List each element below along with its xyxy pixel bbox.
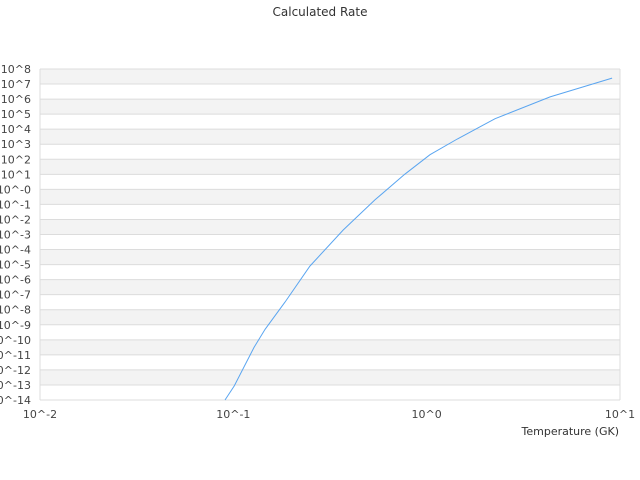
y-tick-label: 10^-4 xyxy=(0,244,31,257)
grid-band xyxy=(40,369,620,385)
grid-band xyxy=(40,99,620,115)
y-tick-label: 10^-9 xyxy=(0,319,31,332)
y-tick-label: 10^3 xyxy=(1,138,31,151)
y-tick-label: 10^-5 xyxy=(0,259,31,272)
y-tick-label: 10^-3 xyxy=(0,229,31,242)
y-tick-label: 10^-10 xyxy=(0,334,31,347)
y-tick-label: 10^4 xyxy=(1,123,31,136)
x-tick-label: 10^1 xyxy=(605,408,635,421)
grid-band xyxy=(40,249,620,265)
y-tick-label: 10^8 xyxy=(1,63,31,76)
y-tick-label: 10^-14 xyxy=(0,394,31,407)
y-tick-label: 10^7 xyxy=(1,78,31,91)
y-tick-label: 10^1 xyxy=(1,168,31,181)
y-tick-label: 10^6 xyxy=(1,93,31,106)
grid-band xyxy=(40,279,620,295)
y-tick-label: 10^-1 xyxy=(0,198,31,211)
x-tick-label: 10^-1 xyxy=(216,408,250,421)
grid-band xyxy=(40,339,620,355)
grid-band xyxy=(40,309,620,325)
y-tick-label: 10^-13 xyxy=(0,379,31,392)
y-tick-label: 10^2 xyxy=(1,153,31,166)
grid-band xyxy=(40,69,620,85)
grid-band xyxy=(40,129,620,145)
y-tick-label: 10^-12 xyxy=(0,364,31,377)
y-tick-label: 10^-8 xyxy=(0,304,31,317)
chart-title: Calculated Rate xyxy=(272,5,368,19)
y-tick-label: 10^-0 xyxy=(0,183,31,196)
y-tick-label: 10^5 xyxy=(1,108,31,121)
y-tick-label: 10^-6 xyxy=(0,274,31,287)
y-tick-label: 10^-7 xyxy=(0,289,31,302)
y-tick-label: 10^-2 xyxy=(0,213,31,226)
x-tick-label: 10^-2 xyxy=(23,408,57,421)
grid-band xyxy=(40,189,620,205)
grid-band xyxy=(40,159,620,175)
x-tick-label: 10^0 xyxy=(412,408,442,421)
x-axis-label: Temperature (GK) xyxy=(521,425,620,438)
grid-band xyxy=(40,219,620,235)
y-tick-label: 10^-11 xyxy=(0,349,31,362)
series-line xyxy=(224,77,613,401)
